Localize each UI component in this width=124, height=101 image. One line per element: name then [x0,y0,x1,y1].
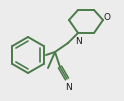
Text: O: O [103,14,110,23]
Text: N: N [75,37,81,46]
Text: N: N [65,83,71,92]
